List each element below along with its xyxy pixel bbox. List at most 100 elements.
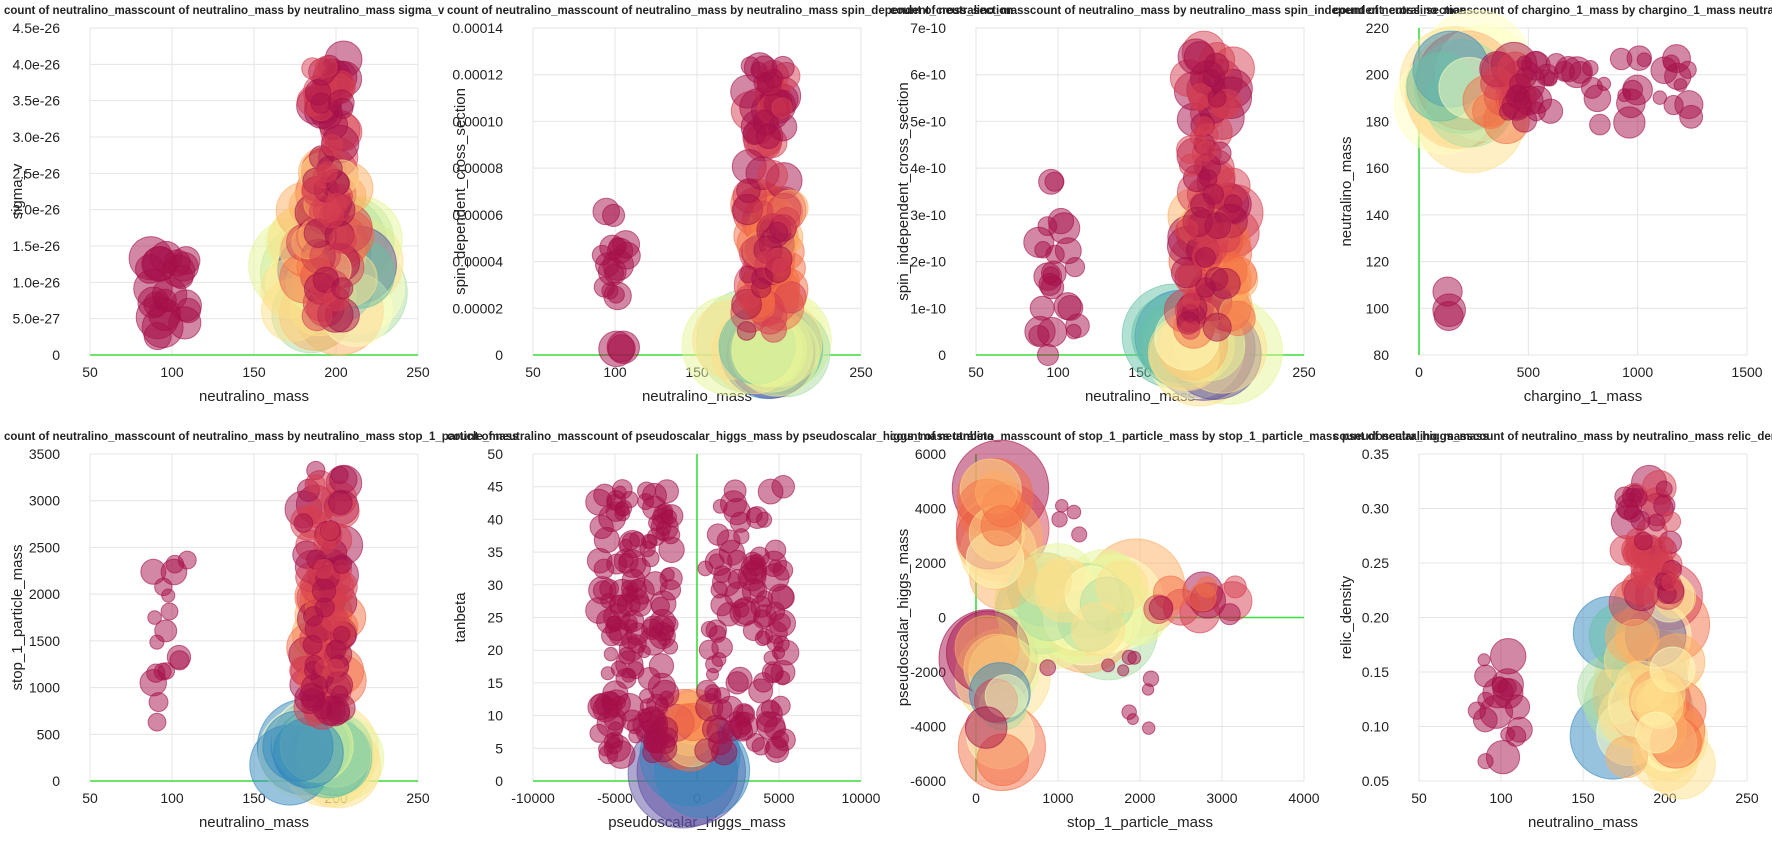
bubble-point[interactable] — [331, 685, 349, 703]
bubble-point[interactable] — [657, 632, 672, 647]
bubble-point[interactable] — [272, 717, 344, 789]
bubble-point[interactable] — [771, 97, 793, 119]
bubble-point[interactable] — [608, 237, 627, 256]
bubble-point[interactable] — [169, 650, 190, 671]
bubble-point[interactable] — [642, 534, 658, 549]
bubble-point[interactable] — [1218, 603, 1241, 626]
bubble-point[interactable] — [1044, 171, 1065, 192]
bubble-point[interactable] — [1141, 683, 1155, 696]
bubble-point[interactable] — [607, 721, 624, 737]
bubble-point[interactable] — [613, 485, 627, 499]
bubble-point[interactable] — [1662, 54, 1680, 72]
bubble-point[interactable] — [1101, 658, 1116, 673]
bubble-point[interactable] — [1126, 713, 1139, 726]
bubble-point[interactable] — [601, 203, 626, 227]
bubble-point[interactable] — [725, 671, 749, 695]
bubble-point[interactable] — [1202, 312, 1232, 342]
bubble-point[interactable] — [1614, 618, 1657, 661]
bubble-point[interactable] — [1189, 92, 1209, 111]
bubble-point[interactable] — [606, 615, 622, 631]
bubble-point[interactable] — [328, 490, 353, 516]
bubble-point[interactable] — [1623, 504, 1642, 523]
bubble-point[interactable] — [320, 521, 340, 540]
bubble-point[interactable] — [637, 645, 651, 659]
bubble-point[interactable] — [984, 674, 1029, 718]
bubble-point[interactable] — [1654, 535, 1674, 556]
bubble-point[interactable] — [1029, 295, 1055, 321]
bubble-point[interactable] — [313, 558, 334, 579]
bubble-point[interactable] — [1625, 484, 1645, 503]
bubble-point[interactable] — [1071, 526, 1088, 543]
bubble-point[interactable] — [1516, 55, 1533, 71]
bubble-point[interactable] — [754, 630, 771, 647]
bubble-point[interactable] — [147, 610, 162, 625]
bubble-point[interactable] — [1652, 90, 1668, 105]
bubble-point[interactable] — [1617, 88, 1632, 103]
bubble-point[interactable] — [325, 192, 348, 216]
bubble-point[interactable] — [1542, 71, 1558, 87]
bubble-point[interactable] — [1204, 212, 1232, 240]
bubble-point[interactable] — [589, 514, 614, 539]
bubble-point[interactable] — [293, 513, 314, 533]
bubble-point[interactable] — [601, 282, 619, 300]
bubble-point[interactable] — [1596, 76, 1612, 91]
bubble-point[interactable] — [637, 493, 655, 511]
bubble-point[interactable] — [752, 609, 773, 629]
bubble-point[interactable] — [598, 741, 614, 757]
bubble-point[interactable] — [774, 281, 807, 314]
bubble-point[interactable] — [660, 567, 675, 582]
bubble-point[interactable] — [1196, 576, 1218, 598]
bubble-point[interactable] — [302, 634, 323, 655]
bubble-point[interactable] — [328, 226, 357, 255]
bubble-point[interactable] — [712, 498, 728, 514]
bubble-point[interactable] — [621, 631, 639, 650]
bubble-point[interactable] — [757, 160, 789, 191]
bubble-point[interactable] — [749, 553, 765, 570]
bubble-point[interactable] — [1655, 480, 1673, 498]
bubble-point[interactable] — [1017, 552, 1072, 607]
bubble-point[interactable] — [301, 177, 326, 201]
bubble-point[interactable] — [659, 579, 682, 601]
bubble-point[interactable] — [593, 558, 615, 580]
bubble-point[interactable] — [332, 625, 351, 644]
bubble-point[interactable] — [149, 634, 165, 650]
bubble-point[interactable] — [1175, 218, 1199, 242]
bubble-point[interactable] — [750, 61, 768, 79]
bubble-point[interactable] — [735, 712, 751, 728]
bubble-point[interactable] — [1065, 323, 1082, 340]
bubble-point[interactable] — [1180, 319, 1201, 340]
bubble-point[interactable] — [700, 620, 718, 638]
bubble-point[interactable] — [1054, 498, 1069, 513]
bubble-point[interactable] — [760, 316, 787, 343]
bubble-point[interactable] — [1042, 266, 1060, 284]
bubble-point[interactable] — [1477, 653, 1491, 667]
bubble-point[interactable] — [772, 257, 791, 277]
bubble-point[interactable] — [980, 505, 1022, 547]
bubble-point[interactable] — [1661, 573, 1680, 591]
bubble-point[interactable] — [165, 554, 185, 574]
bubble-point[interactable] — [710, 581, 728, 599]
bubble-point[interactable] — [766, 221, 789, 244]
bubble-point[interactable] — [723, 479, 747, 503]
bubble-point[interactable] — [312, 699, 333, 720]
bubble-point[interactable] — [1526, 101, 1546, 122]
bubble-point[interactable] — [331, 277, 354, 300]
bubble-point[interactable] — [603, 263, 625, 284]
bubble-point[interactable] — [1647, 513, 1666, 532]
bubble-point[interactable] — [1141, 721, 1156, 735]
bubble-point[interactable] — [733, 528, 750, 545]
bubble-point[interactable] — [143, 322, 172, 351]
bubble-point[interactable] — [614, 501, 630, 517]
bubble-point[interactable] — [603, 646, 619, 662]
bubble-point[interactable] — [1636, 52, 1652, 68]
bubble-point[interactable] — [1223, 194, 1243, 213]
bubble-point[interactable] — [1498, 102, 1518, 121]
bubble-point[interactable] — [134, 254, 165, 284]
bubble-point[interactable] — [153, 288, 177, 312]
bubble-point[interactable] — [771, 646, 786, 660]
bubble-point[interactable] — [742, 121, 767, 146]
bubble-point[interactable] — [713, 687, 731, 704]
bubble-point[interactable] — [1589, 113, 1611, 136]
bubble-point[interactable] — [1582, 59, 1599, 77]
bubble-point[interactable] — [623, 619, 638, 634]
